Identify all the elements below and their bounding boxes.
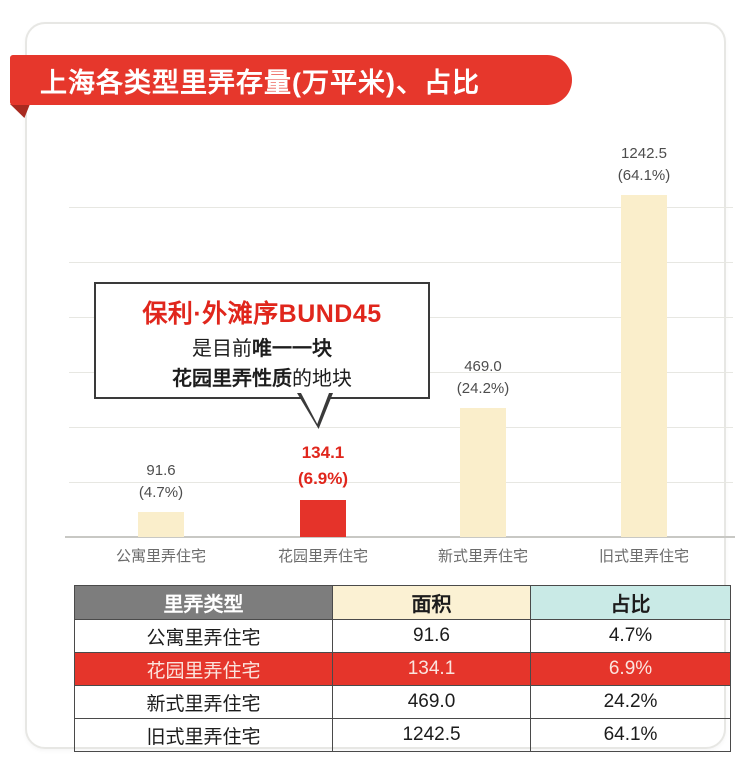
data-table: 里弄类型 面积 占比 公寓里弄住宅 91.6 4.7% 花园里弄住宅 134.1… xyxy=(74,585,731,752)
category-label: 旧式里弄住宅 xyxy=(598,548,689,565)
callout-headline: 保利·外滩序BUND45 xyxy=(142,300,382,328)
callout-line2-prefix: 是目前 xyxy=(192,338,252,360)
table-row: 公寓里弄住宅 91.6 4.7% xyxy=(74,619,731,653)
table-row: 花园里弄住宅 134.1 6.9% xyxy=(74,652,731,686)
page-title: 上海各类型里弄存量(万平米)、占比 xyxy=(40,67,480,98)
bar-value-label: 1242.5 (64.1%) xyxy=(617,145,671,184)
bar-新式里弄住宅 xyxy=(460,408,506,537)
table-row: 旧式里弄住宅 1242.5 64.1% xyxy=(74,718,731,752)
category-label: 新式里弄住宅 xyxy=(437,548,528,565)
category-label: 公寓里弄住宅 xyxy=(115,548,206,565)
table-header-row: 里弄类型 面积 占比 xyxy=(74,585,731,620)
chart-x-axis xyxy=(65,536,735,538)
cell-area: 1242.5 xyxy=(332,718,531,752)
category-label: 花园里弄住宅 xyxy=(277,548,368,565)
bar-value-label: 91.6 (4.7%) xyxy=(138,462,184,501)
table-row: 新式里弄住宅 469.0 24.2% xyxy=(74,685,731,719)
callout-line2-bold: 唯一一块 xyxy=(252,338,332,360)
col-header-area: 面积 xyxy=(332,585,531,620)
cell-area: 91.6 xyxy=(332,619,531,653)
col-header-share: 占比 xyxy=(530,585,731,620)
bar-value-label: 134.1 (6.9%) xyxy=(297,443,349,488)
bar-value-label: 469.0 (24.2%) xyxy=(456,358,510,397)
bar-花园里弄住宅 xyxy=(300,500,346,537)
content-card: 91.6 (4.7%) 134.1 (6.9%) 469.0 (24.2%) 1242.5(… xyxy=(25,22,735,752)
cell-share: 24.2% xyxy=(530,685,731,719)
callout-line3-bold: 花园里弄性质 xyxy=(172,368,292,390)
cell-type: 花园里弄住宅 xyxy=(74,652,333,686)
cell-area: 469.0 xyxy=(332,685,531,719)
cell-type: 新式里弄住宅 xyxy=(74,685,333,719)
bar-公寓里弄住宅 xyxy=(138,512,184,537)
gridline xyxy=(69,262,733,263)
cell-share: 64.1% xyxy=(530,718,731,752)
callout-line3-suffix: 的地块 xyxy=(292,368,352,390)
gridline xyxy=(69,482,733,483)
bar-旧式里弄住宅 xyxy=(621,195,667,537)
col-header-type: 里弄类型 xyxy=(74,585,333,620)
cell-type: 公寓里弄住宅 xyxy=(74,619,333,653)
title-banner: 上海各类型里弄存量(万平米)、占比 xyxy=(10,55,572,105)
cell-area: 134.1 xyxy=(332,652,531,686)
callout-line2: 是目前唯一一块 xyxy=(96,334,428,364)
gridline xyxy=(69,207,733,208)
gridline xyxy=(69,427,733,428)
callout-line3: 花园里弄性质的地块 xyxy=(96,364,428,394)
cell-share: 6.9% xyxy=(530,652,731,686)
cell-share: 4.7% xyxy=(530,619,731,653)
callout-bubble: 保利·外滩序BUND45 是目前唯一一块 花园里弄性质的地块 xyxy=(94,282,430,429)
cell-type: 旧式里弄住宅 xyxy=(74,718,333,752)
